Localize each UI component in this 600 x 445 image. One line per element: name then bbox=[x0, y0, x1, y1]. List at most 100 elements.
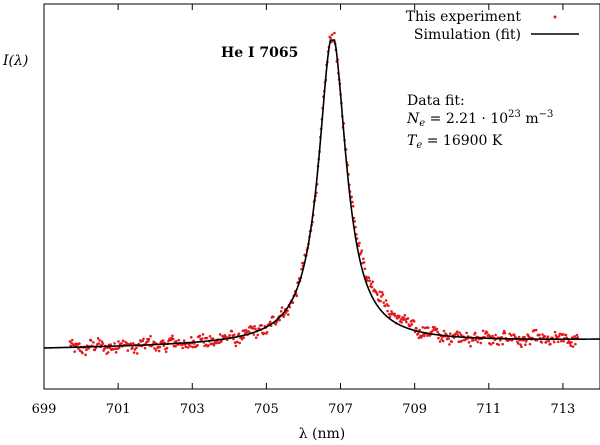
experiment-point bbox=[519, 343, 522, 347]
experiment-point bbox=[427, 326, 430, 329]
legend-label-experiment: This experiment bbox=[406, 9, 522, 25]
experiment-point bbox=[354, 225, 357, 229]
experiment-point bbox=[96, 337, 100, 340]
experiment-point bbox=[181, 346, 184, 350]
experiment-point bbox=[135, 352, 139, 355]
experiment-point bbox=[262, 332, 266, 335]
experiment-point bbox=[516, 342, 520, 345]
experiment-point bbox=[436, 330, 440, 334]
experiment-point bbox=[447, 337, 450, 340]
experiment-point bbox=[494, 333, 497, 337]
experiment-point bbox=[164, 350, 168, 354]
experiment-point bbox=[274, 322, 278, 326]
experiment-point bbox=[502, 329, 506, 333]
experiment-point bbox=[282, 315, 285, 319]
experiment-point bbox=[70, 338, 74, 342]
experiment-point bbox=[560, 339, 563, 343]
experiment-point bbox=[562, 339, 565, 343]
experiment-point bbox=[114, 351, 118, 354]
experiment-point bbox=[540, 341, 544, 344]
experiment-point bbox=[253, 324, 256, 328]
x-tick-label: 709 bbox=[402, 402, 427, 417]
experiment-point bbox=[438, 340, 442, 343]
experiment-point bbox=[211, 337, 215, 340]
experiment-point bbox=[435, 327, 439, 331]
experiment-point bbox=[456, 333, 460, 337]
experiment-point bbox=[120, 341, 123, 345]
x-tick-label: 701 bbox=[106, 402, 131, 417]
experiment-point bbox=[384, 299, 388, 302]
experiment-point bbox=[142, 337, 145, 341]
experiment-point bbox=[260, 323, 263, 327]
experiment-point bbox=[380, 290, 384, 294]
experiment-point bbox=[570, 340, 573, 344]
experiment-point bbox=[278, 318, 281, 322]
experiment-point bbox=[465, 331, 468, 335]
experiment-point bbox=[553, 330, 557, 334]
experiment-point bbox=[491, 334, 494, 338]
experiment-point bbox=[403, 313, 407, 317]
experiment-point bbox=[238, 341, 242, 345]
experiment-point bbox=[265, 330, 269, 334]
experiment-point bbox=[440, 337, 443, 341]
experiment-point bbox=[467, 341, 471, 344]
experiment-point bbox=[508, 332, 511, 336]
experiment-point bbox=[268, 320, 272, 324]
x-axis-label: λ (nm) bbox=[299, 426, 346, 442]
experiment-point bbox=[146, 340, 150, 343]
experiment-point bbox=[157, 349, 161, 353]
experiment-point bbox=[474, 338, 478, 342]
plot-frame bbox=[43, 3, 600, 390]
experiment-point bbox=[394, 314, 397, 318]
experiment-point bbox=[458, 331, 461, 334]
experiment-point bbox=[442, 329, 446, 333]
fit-annotation: Data fit: Ne = 2.21 · 1023 m−3 Te = 1690… bbox=[406, 93, 553, 151]
experiment-point bbox=[564, 333, 568, 337]
experiment-point bbox=[357, 244, 360, 248]
experiment-point bbox=[198, 334, 202, 338]
experiment-point bbox=[501, 342, 504, 346]
experiment-point bbox=[252, 333, 256, 336]
experiment-point bbox=[230, 330, 234, 333]
annotation-te: Te = 16900 K bbox=[407, 133, 503, 151]
x-tick-label: 711 bbox=[476, 402, 501, 417]
experiment-point bbox=[376, 293, 379, 296]
experiment-point bbox=[135, 346, 138, 350]
experiment-point bbox=[383, 304, 387, 308]
experiment-point bbox=[365, 279, 369, 282]
experiment-point bbox=[93, 348, 97, 352]
x-tick-label: 705 bbox=[254, 402, 279, 417]
experiment-point bbox=[350, 195, 353, 199]
experiment-point bbox=[279, 310, 283, 313]
experiment-point bbox=[153, 347, 156, 350]
experiment-point bbox=[489, 343, 493, 346]
experiment-point bbox=[362, 257, 365, 261]
experiment-point bbox=[571, 345, 575, 348]
experiment-point bbox=[154, 349, 158, 352]
experiment-point bbox=[161, 339, 165, 342]
experiment-point bbox=[192, 339, 195, 343]
experiment-point bbox=[371, 280, 375, 284]
experiment-point bbox=[368, 279, 371, 283]
experiment-point bbox=[147, 337, 151, 341]
experiment-point bbox=[291, 301, 295, 304]
experiment-point bbox=[126, 349, 130, 352]
experiment-point bbox=[106, 351, 110, 354]
experiment-point bbox=[175, 340, 178, 343]
experiment-point bbox=[450, 340, 454, 344]
experiment-point bbox=[459, 333, 463, 337]
experiment-point bbox=[412, 320, 416, 323]
experiment-point bbox=[398, 314, 401, 318]
experiment-point bbox=[520, 345, 523, 349]
experiment-point bbox=[546, 335, 550, 338]
experiment-point bbox=[517, 335, 521, 339]
experiment-point bbox=[182, 339, 186, 343]
experiment-point bbox=[280, 306, 284, 309]
experiment-point bbox=[472, 338, 475, 342]
experiment-point bbox=[557, 335, 561, 338]
experiment-point bbox=[68, 340, 72, 343]
experiment-point bbox=[390, 310, 393, 313]
experiment-point bbox=[534, 328, 538, 332]
experiment-point bbox=[171, 337, 175, 341]
